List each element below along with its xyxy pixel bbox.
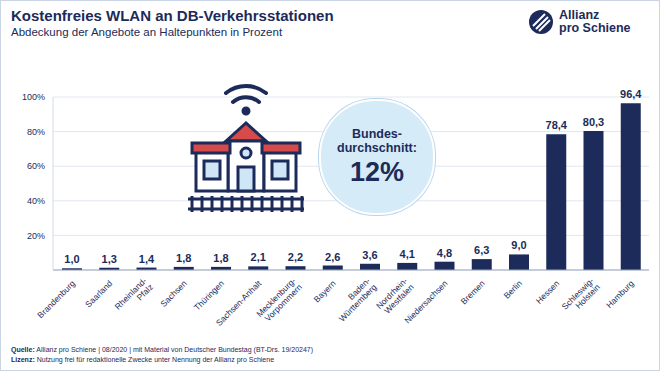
svg-text:Sachsen-Anhalt: Sachsen-Anhalt <box>214 278 264 328</box>
svg-text:2,6: 2,6 <box>325 251 340 263</box>
svg-text:Bremen: Bremen <box>459 278 487 306</box>
svg-text:1,8: 1,8 <box>213 252 228 264</box>
svg-text:Rheinland-Pfalz: Rheinland-Pfalz <box>113 275 156 318</box>
svg-text:2,1: 2,1 <box>251 251 266 263</box>
svg-text:Sachsen: Sachsen <box>158 278 189 309</box>
svg-text:3,6: 3,6 <box>362 249 377 261</box>
svg-text:4,8: 4,8 <box>437 247 452 259</box>
svg-text:1,3: 1,3 <box>102 253 117 265</box>
svg-text:Thüringen: Thüringen <box>192 278 226 312</box>
svg-text:1,8: 1,8 <box>176 252 191 264</box>
svg-text:78,4: 78,4 <box>546 119 568 131</box>
svg-text:80,3: 80,3 <box>583 116 604 128</box>
svg-text:40%: 40% <box>27 196 45 206</box>
svg-text:96,4: 96,4 <box>620 88 642 100</box>
svg-text:Hessen: Hessen <box>534 278 562 306</box>
svg-text:Berlin: Berlin <box>502 278 525 301</box>
svg-text:Niedersachsen: Niedersachsen <box>402 278 449 325</box>
svg-text:Mecklenburg-Vorpommern: Mecklenburg-Vorpommern <box>254 275 304 325</box>
svg-text:9,0: 9,0 <box>511 239 526 251</box>
svg-text:Schleswig-Holstein: Schleswig-Holstein <box>560 275 603 318</box>
svg-text:100%: 100% <box>22 92 45 102</box>
svg-text:1,0: 1,0 <box>64 253 79 265</box>
svg-text:80%: 80% <box>27 127 45 137</box>
svg-text:2,2: 2,2 <box>288 251 303 263</box>
svg-text:Saarland: Saarland <box>83 278 114 309</box>
svg-text:4,1: 4,1 <box>400 248 415 260</box>
svg-text:6,3: 6,3 <box>474 244 489 256</box>
svg-text:Hamburg: Hamburg <box>604 278 636 310</box>
svg-text:20%: 20% <box>27 231 45 241</box>
svg-text:1,4: 1,4 <box>139 253 155 265</box>
svg-text:Bayern: Bayern <box>312 278 338 304</box>
svg-text:Baden-Württemberg: Baden-Württemberg <box>330 275 378 323</box>
svg-text:60%: 60% <box>27 161 45 171</box>
svg-text:Brandenburg: Brandenburg <box>35 278 77 320</box>
